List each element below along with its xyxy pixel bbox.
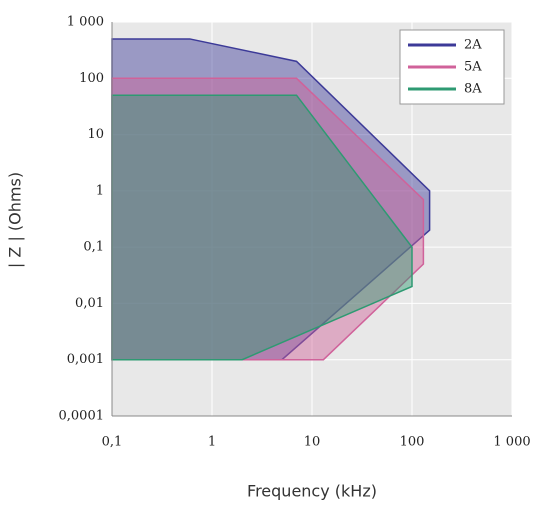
y-tick-label: 0,001	[67, 352, 104, 367]
x-tick-label: 1 000	[493, 435, 530, 450]
y-tick-label: 100	[79, 71, 104, 86]
legend-label: 8A	[464, 82, 482, 97]
y-tick-label: 10	[87, 127, 104, 142]
x-tick-label: 100	[400, 435, 425, 450]
x-tick-label: 10	[304, 435, 321, 450]
x-axis-label: Frequency (kHz)	[247, 482, 377, 501]
legend-label: 5A	[464, 60, 482, 75]
y-tick-label: 0,0001	[59, 409, 105, 424]
y-tick-label: 1	[96, 183, 104, 198]
y-tick-label: 0,1	[83, 240, 104, 255]
y-tick-label: 0,01	[75, 296, 104, 311]
legend-label: 2A	[464, 38, 482, 53]
x-tick-label: 1	[208, 435, 216, 450]
x-tick-label: 0,1	[102, 435, 123, 450]
y-tick-label: 1 000	[67, 15, 104, 30]
y-axis-label: | Z | (Ohms)	[6, 172, 25, 268]
